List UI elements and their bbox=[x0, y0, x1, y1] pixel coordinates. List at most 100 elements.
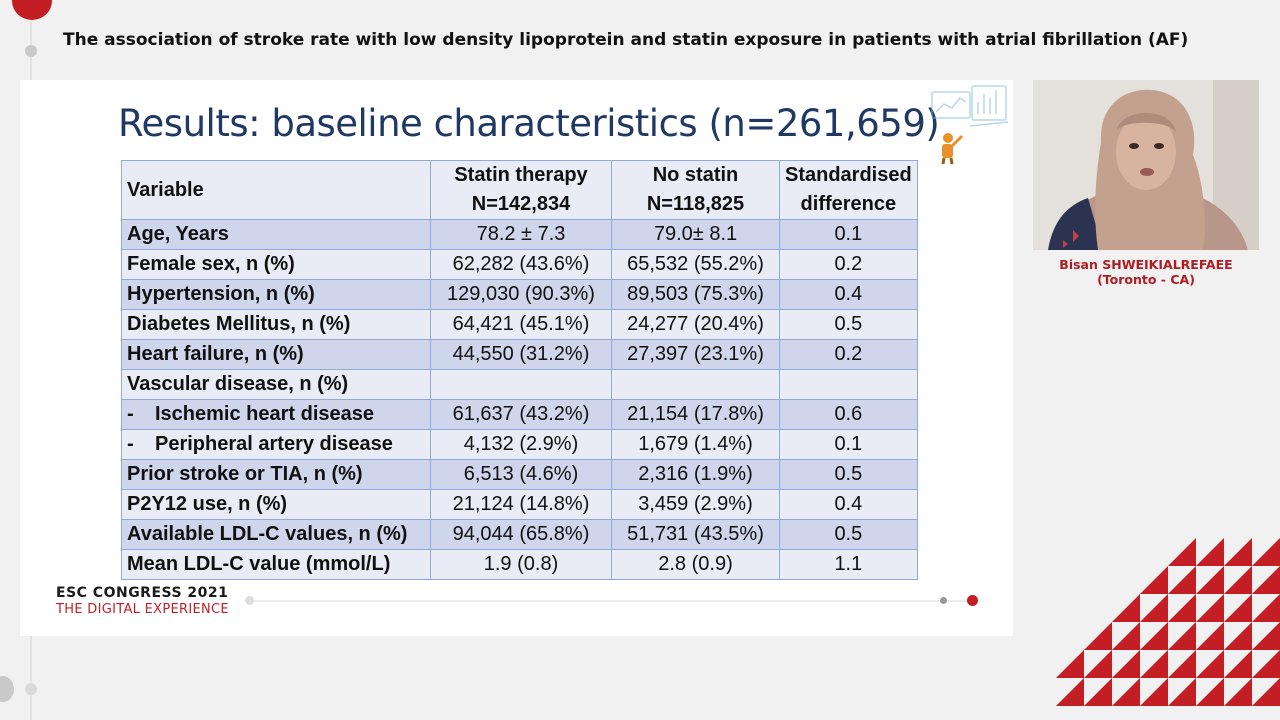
cell-std-diff: 0.2 bbox=[779, 249, 918, 280]
variable-label: Ischemic heart disease bbox=[155, 403, 375, 425]
cell-no-statin bbox=[611, 369, 780, 400]
decorative-red-pattern bbox=[1056, 538, 1280, 706]
header-variable: Variable bbox=[121, 160, 431, 220]
cell-no-statin: 1,679 (1.4%) bbox=[611, 429, 780, 460]
header-no-statin: No statin N=118,825 bbox=[611, 160, 780, 220]
pattern-triangle bbox=[1168, 538, 1196, 566]
cell-variable: Diabetes Mellitus, n (%) bbox=[121, 309, 431, 340]
cell-no-statin: 2.8 (0.9) bbox=[611, 549, 780, 580]
variable-label: Vascular disease, n (%) bbox=[127, 373, 349, 395]
pattern-triangle bbox=[1168, 594, 1196, 622]
conference-subtitle: THE DIGITAL EXPERIENCE bbox=[56, 602, 229, 617]
variable-label: Age, Years bbox=[127, 223, 229, 245]
cell-statin bbox=[430, 369, 612, 400]
cell-no-statin: 21,154 (17.8%) bbox=[611, 399, 780, 430]
timeline-dot[interactable] bbox=[0, 676, 14, 702]
timeline-active-marker bbox=[12, 0, 52, 20]
pattern-triangle bbox=[1084, 678, 1112, 706]
cell-no-statin: 89,503 (75.3%) bbox=[611, 279, 780, 310]
cell-std-diff: 0.1 bbox=[779, 219, 918, 250]
slide-panel: Results: baseline characteristics (n=261… bbox=[20, 80, 1013, 636]
cell-variable: - Ischemic heart disease bbox=[121, 399, 431, 430]
table-row: Available LDL-C values, n (%) 94,044 (65.… bbox=[121, 519, 918, 550]
cell-variable: Vascular disease, n (%) bbox=[121, 369, 431, 400]
pattern-triangle bbox=[1196, 678, 1224, 706]
cell-std-diff: 0.5 bbox=[779, 309, 918, 340]
cell-statin: 1.9 (0.8) bbox=[430, 549, 612, 580]
progress-current-dot[interactable] bbox=[967, 595, 978, 606]
pattern-triangle bbox=[1224, 678, 1252, 706]
pattern-triangle bbox=[1140, 650, 1168, 678]
pattern-triangle bbox=[1196, 594, 1224, 622]
cell-no-statin: 51,731 (43.5%) bbox=[611, 519, 780, 550]
variable-label: Hypertension, n (%) bbox=[127, 283, 315, 305]
cell-std-diff: 0.5 bbox=[779, 459, 918, 490]
header-statin-line1: Statin therapy bbox=[454, 164, 588, 186]
cell-variable: Hypertension, n (%) bbox=[121, 279, 431, 310]
pattern-triangle bbox=[1224, 566, 1252, 594]
cell-variable: Female sex, n (%) bbox=[121, 249, 431, 280]
table-header-row: Variable Statin therapy N=142,834 No sta… bbox=[121, 160, 918, 220]
variable-label: Heart failure, n (%) bbox=[127, 343, 304, 365]
table-row: Female sex, n (%) 62,282 (43.6%) 65,532 (5… bbox=[121, 249, 918, 280]
cell-std-diff: 1.1 bbox=[779, 549, 918, 580]
speaker-caption: Bisan SHWEIKIALREFAEE (Toronto - CA) bbox=[1033, 257, 1259, 287]
cell-std-diff: 0.1 bbox=[779, 429, 918, 460]
pattern-triangle bbox=[1224, 622, 1252, 650]
pattern-triangle bbox=[1252, 538, 1280, 566]
pattern-triangle bbox=[1168, 650, 1196, 678]
table-row: - Ischemic heart disease 61,637 (43.2%) 21,… bbox=[121, 399, 918, 430]
cell-statin: 44,550 (31.2%) bbox=[430, 339, 612, 370]
pattern-triangle bbox=[1140, 594, 1168, 622]
variable-label: Diabetes Mellitus, n (%) bbox=[127, 313, 351, 335]
cell-variable: P2Y12 use, n (%) bbox=[121, 489, 431, 520]
variable-label: Peripheral artery disease bbox=[155, 433, 393, 455]
slide-title: Results: baseline characteristics (n=261… bbox=[118, 102, 940, 145]
cell-std-diff bbox=[779, 369, 918, 400]
session-title: The association of stroke rate with low … bbox=[63, 30, 1189, 50]
cell-std-diff: 0.4 bbox=[779, 489, 918, 520]
cell-std-diff: 0.4 bbox=[779, 279, 918, 310]
header-std-diff: Standardised difference bbox=[779, 160, 918, 220]
pattern-triangle bbox=[1224, 594, 1252, 622]
cell-no-statin: 3,459 (2.9%) bbox=[611, 489, 780, 520]
progress-dot[interactable] bbox=[940, 597, 947, 604]
pattern-triangle bbox=[1112, 594, 1140, 622]
timeline-dot[interactable] bbox=[25, 683, 37, 695]
table-row: Heart failure, n (%) 44,550 (31.2%) 27,397… bbox=[121, 339, 918, 370]
header-statin-line2: N=142,834 bbox=[471, 193, 571, 215]
slide-progress-track bbox=[249, 600, 977, 602]
pattern-triangle bbox=[1196, 566, 1224, 594]
pattern-triangle bbox=[1252, 622, 1280, 650]
cell-std-diff: 0.6 bbox=[779, 399, 918, 430]
cell-statin: 61,637 (43.2%) bbox=[430, 399, 612, 430]
pattern-triangle bbox=[1224, 650, 1252, 678]
speaker-name: Bisan SHWEIKIALREFAEE bbox=[1059, 257, 1233, 272]
cell-statin: 4,132 (2.9%) bbox=[430, 429, 612, 460]
timeline-dot[interactable] bbox=[25, 45, 37, 57]
speaker-location: (Toronto - CA) bbox=[1097, 272, 1195, 287]
table-row: Hypertension, n (%) 129,030 (90.3%) 89,503… bbox=[121, 279, 918, 310]
cell-no-statin: 65,532 (55.2%) bbox=[611, 249, 780, 280]
conference-name: ESC CONGRESS 2021 bbox=[56, 585, 229, 601]
progress-start-dot[interactable] bbox=[245, 596, 254, 605]
pattern-triangle bbox=[1112, 678, 1140, 706]
cell-std-diff: 0.2 bbox=[779, 339, 918, 370]
table-row: Diabetes Mellitus, n (%) 64,421 (45.1%) 24… bbox=[121, 309, 918, 340]
pattern-triangle bbox=[1084, 650, 1112, 678]
cell-variable: - Peripheral artery disease bbox=[121, 429, 431, 460]
cell-variable: Available LDL-C values, n (%) bbox=[121, 519, 431, 550]
pattern-triangle bbox=[1112, 650, 1140, 678]
pattern-triangle bbox=[1112, 622, 1140, 650]
cell-variable: Prior stroke or TIA, n (%) bbox=[121, 459, 431, 490]
pattern-triangle bbox=[1168, 566, 1196, 594]
pattern-triangle bbox=[1224, 538, 1252, 566]
cell-statin: 64,421 (45.1%) bbox=[430, 309, 612, 340]
table-row: Prior stroke or TIA, n (%) 6,513 (4.6%) 2,… bbox=[121, 459, 918, 490]
cell-statin: 129,030 (90.3%) bbox=[430, 279, 612, 310]
variable-label: Available LDL-C values, n (%) bbox=[127, 523, 408, 545]
pattern-triangle bbox=[1252, 594, 1280, 622]
cell-variable: Heart failure, n (%) bbox=[121, 339, 431, 370]
pattern-triangle bbox=[1252, 678, 1280, 706]
pattern-triangle bbox=[1140, 566, 1168, 594]
